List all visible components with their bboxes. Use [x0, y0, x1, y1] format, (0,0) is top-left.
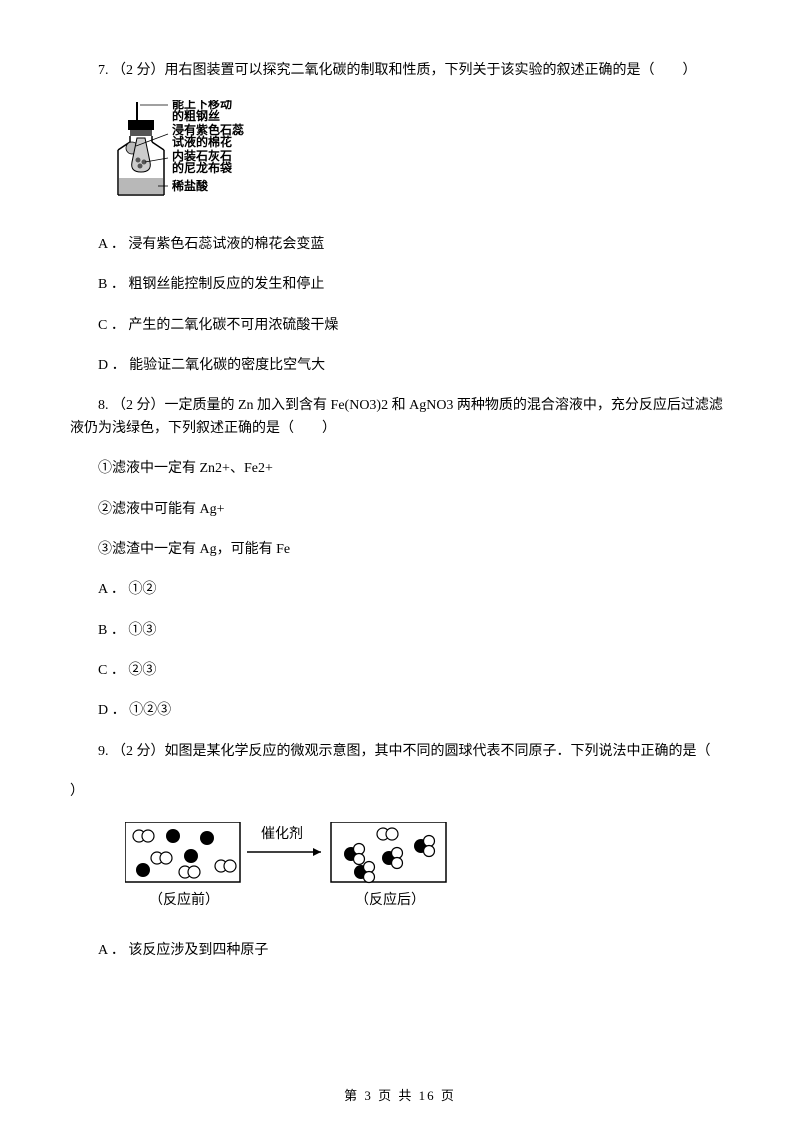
svg-text:催化剂: 催化剂: [261, 826, 303, 842]
page-footer: 第 3 页 共 16 页: [0, 1086, 800, 1107]
svg-text:稀盐酸: 稀盐酸: [172, 178, 209, 193]
q9-text-2: ）: [70, 781, 730, 803]
q9-text-1: 9. （2 分）如图是某化学反应的微观示意图，其中不同的圆球代表不同原子．下列说…: [70, 741, 730, 763]
q8-s3: ③滤渣中一定有 Ag，可能有 Fe: [70, 539, 730, 561]
q8-option-c: C ． ②③: [70, 660, 730, 682]
q7-option-b: B ． 粗钢丝能控制反应的发生和停止: [70, 274, 730, 296]
q7-diagram: 能上下移动 的粗钢丝 浸有紫色石蕊 试液的棉花 内装石灰石 的尼龙布袋 稀盐酸: [110, 100, 730, 213]
svg-text:（反应后）: （反应后）: [355, 891, 425, 908]
q9-option-a: A ． 该反应涉及到四种原子: [70, 940, 730, 962]
q7-text: 7. （2 分）用右图装置可以探究二氧化碳的制取和性质，下列关于该实验的叙述正确…: [70, 60, 730, 82]
svg-text:（反应前）: （反应前）: [149, 891, 219, 908]
q8-option-b: B ． ①③: [70, 620, 730, 642]
svg-text:的粗钢丝: 的粗钢丝: [172, 108, 220, 123]
svg-text:试液的棉花: 试液的棉花: [172, 134, 232, 149]
q8-option-a: A ． ①②: [70, 579, 730, 601]
q8-s1: ①滤液中一定有 Zn2+、Fe2+: [70, 458, 730, 480]
q8-option-d: D ． ①②③: [70, 700, 730, 722]
q7-option-a: A ． 浸有紫色石蕊试液的棉花会变蓝: [70, 234, 730, 256]
q7-option-c: C ． 产生的二氧化碳不可用浓硫酸干燥: [70, 315, 730, 337]
q7-option-d: D ． 能验证二氧化碳的密度比空气大: [70, 355, 730, 377]
q9-diagram: 催化剂 （反应前） （反应后）: [125, 822, 730, 920]
q8-s2: ②滤液中可能有 Ag+: [70, 499, 730, 521]
q8-text: 8. （2 分）一定质量的 Zn 加入到含有 Fe(NO3)2 和 AgNO3 …: [70, 395, 730, 440]
svg-text:的尼龙布袋: 的尼龙布袋: [172, 160, 233, 175]
